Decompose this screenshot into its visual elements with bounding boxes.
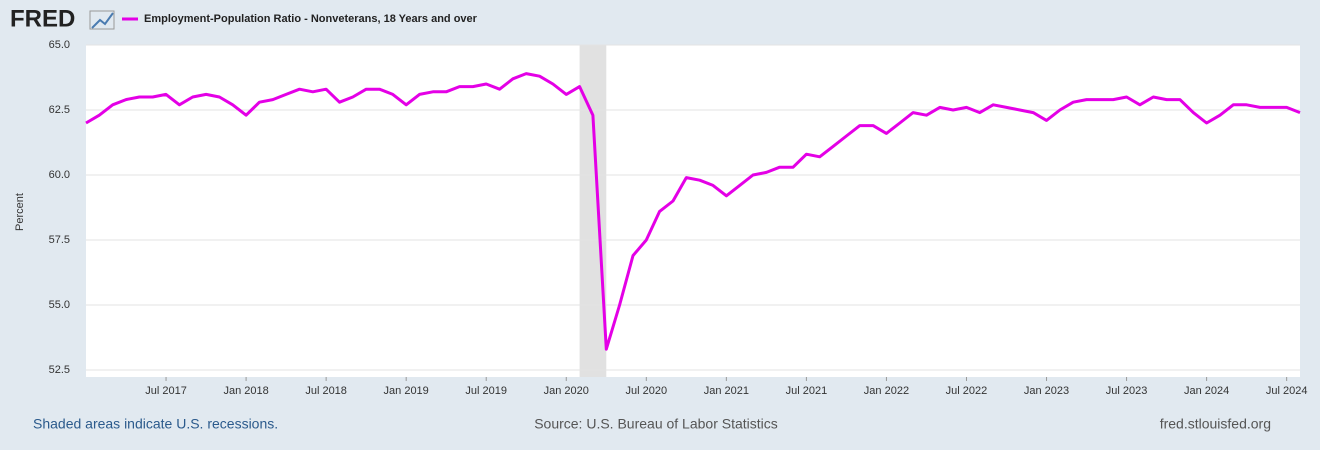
y-tick-label: 55.0 [49, 299, 70, 311]
logo: FRED [10, 5, 75, 32]
source: Source: U.S. Bureau of Labor Statistics [534, 416, 778, 432]
x-tick-label: Jan 2024 [1184, 385, 1229, 397]
x-tick-label: Jan 2018 [223, 385, 268, 397]
recession-band [579, 45, 607, 377]
x-tick-label: Jul 2017 [145, 385, 187, 397]
series-line [85, 72, 1301, 351]
y-tick-label: 57.5 [49, 234, 70, 246]
x-tick-label: Jul 2019 [465, 385, 507, 397]
x-tick-label: Jul 2020 [626, 385, 668, 397]
x-tick-label: Jul 2024 [1266, 385, 1308, 397]
x-tick-label: Jul 2022 [946, 385, 988, 397]
y-tick-label: 52.5 [49, 364, 70, 376]
site: fred.stlouisfed.org [1160, 416, 1271, 432]
y-axis-label: Percent [14, 193, 26, 231]
x-tick-label: Jan 2023 [1024, 385, 1069, 397]
plot-area [86, 45, 1300, 377]
x-tick-label: Jul 2018 [305, 385, 347, 397]
x-tick-label: Jul 2023 [1106, 385, 1148, 397]
recession-note: Shaded areas indicate U.S. recessions. [33, 416, 278, 432]
y-tick-label: 62.5 [49, 104, 70, 116]
x-tick-label: Jan 2022 [864, 385, 909, 397]
logo-icon [91, 12, 114, 29]
y-tick-label: 60.0 [49, 169, 70, 181]
x-tick-label: Jan 2020 [544, 385, 589, 397]
logo-frame [89, 10, 115, 30]
y-tick-label: 65.0 [49, 39, 70, 51]
x-tick-label: Jul 2021 [786, 385, 828, 397]
x-tick-label: Jan 2021 [704, 385, 749, 397]
legend-label: Employment-Population Ratio - Nonveteran… [144, 13, 478, 25]
x-tick-label: Jan 2019 [384, 385, 429, 397]
